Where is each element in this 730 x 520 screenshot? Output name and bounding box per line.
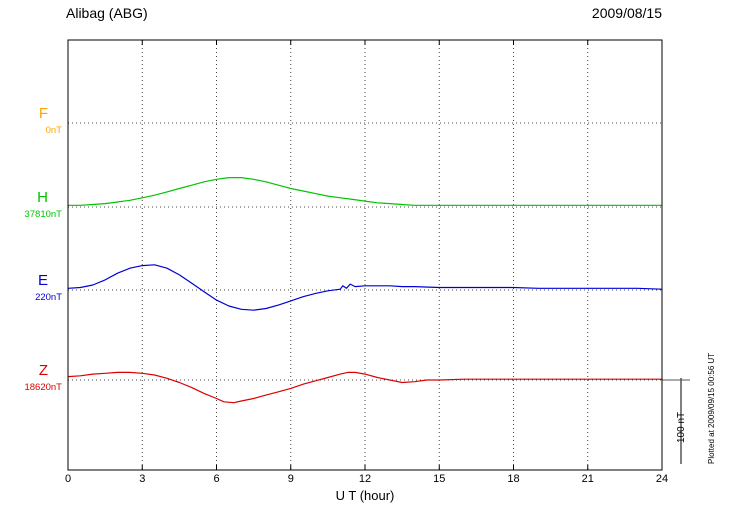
component-baseline-value-E: 220nT: [35, 292, 62, 303]
component-label-E: E: [37, 272, 48, 289]
x-tick-label: 12: [358, 473, 372, 485]
trace-H: [67, 177, 663, 206]
x-tick-label: 21: [581, 473, 594, 485]
component-baseline-value-Z: 18620nT: [24, 382, 62, 393]
x-tick-label: 18: [507, 473, 520, 485]
scale-bar-label: 100 nT: [676, 411, 687, 443]
component-label-F: F: [38, 105, 48, 122]
scale-bar: [662, 378, 690, 464]
trace-Z: [67, 371, 663, 404]
component-baseline-value-H: 37810nT: [24, 209, 62, 220]
x-tick-label: 9: [287, 473, 294, 485]
x-tick-label: 24: [655, 473, 669, 485]
component-label-Z: Z: [38, 362, 48, 379]
date-label: 2009/08/15: [591, 5, 662, 21]
station-title: Alibag (ABG): [66, 5, 148, 21]
traces: [67, 177, 663, 404]
x-tick-label: 0: [64, 473, 72, 485]
trace-E: [67, 264, 663, 311]
x-tick-label: 15: [433, 473, 446, 485]
component-baseline-value-F: 0nT: [45, 125, 62, 136]
component-label-H: H: [37, 189, 48, 206]
x-axis-title: U T (hour): [335, 488, 395, 503]
baselines: [68, 122, 662, 381]
x-tick-label: 3: [139, 473, 146, 485]
gridlines: [141, 40, 589, 470]
plotted-at-note: Plotted at 2009/09/15 00:56 UT: [707, 352, 716, 464]
x-tick-label: 6: [213, 473, 220, 485]
plot-border: [67, 39, 663, 471]
